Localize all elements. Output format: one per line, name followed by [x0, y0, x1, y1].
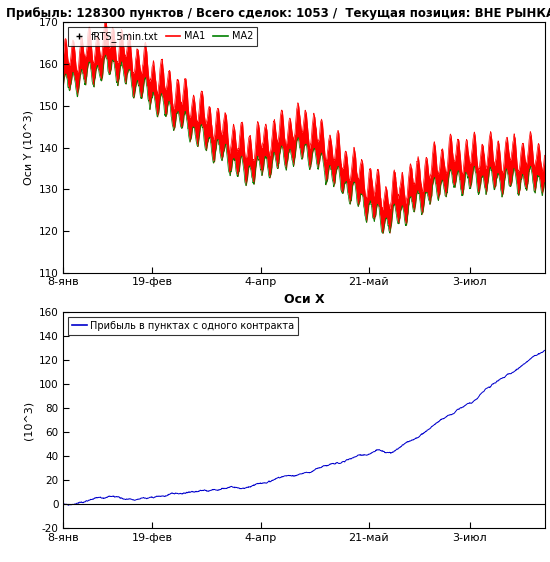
X-axis label: Оси Х: Оси Х: [284, 293, 324, 306]
Y-axis label: (10^3): (10^3): [23, 401, 33, 439]
Legend: Прибыль в пунктах с одного контракта: Прибыль в пунктах с одного контракта: [68, 317, 299, 334]
Legend: fRTS_5min.txt, MA1, MA2: fRTS_5min.txt, MA1, MA2: [68, 28, 257, 46]
Text: Прибыль: 128300 пунктов / Всего сделок: 1053 /  Текущая позиция: ВНЕ РЫНКА - поз: Прибыль: 128300 пунктов / Всего сделок: …: [6, 7, 550, 20]
Y-axis label: Оси Y (10^3): Оси Y (10^3): [23, 110, 33, 185]
